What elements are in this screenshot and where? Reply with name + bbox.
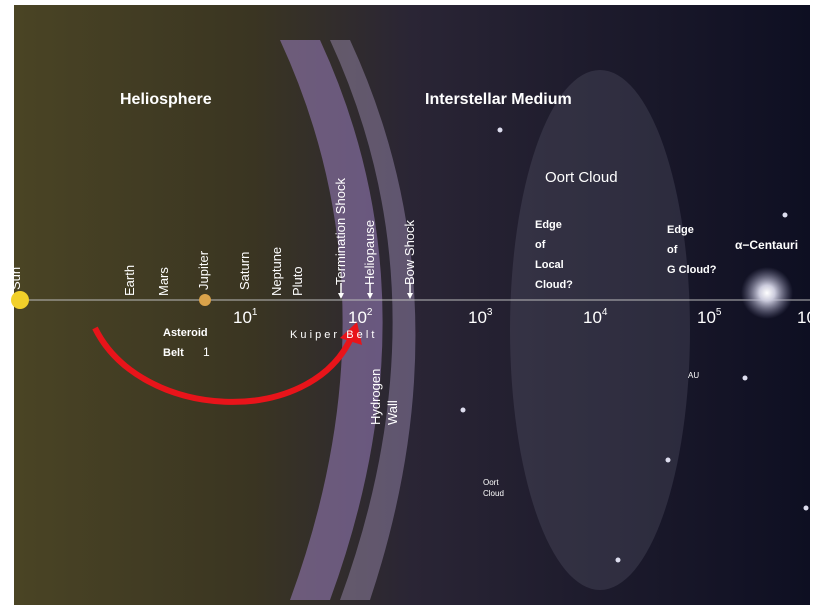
scale-tick-exp: 5: [716, 307, 722, 318]
scale-tick-exp: 1: [252, 307, 258, 318]
diagram: Heliosphere Interstellar Medium Oort Clo…: [0, 0, 817, 610]
heliosphere-label: Heliosphere: [120, 91, 212, 108]
scale-tick-exp: 3: [487, 307, 493, 318]
star-dot: [461, 408, 466, 413]
star-dot: [804, 506, 809, 511]
scale-tick-base: 10: [697, 308, 716, 327]
scale-tick-base: 10: [583, 308, 602, 327]
edge-local-label: Cloud?: [535, 279, 573, 291]
interstellar-label: Interstellar Medium: [425, 91, 572, 108]
edge-local-label: Edge: [535, 219, 562, 231]
body-label: Jupiter: [196, 250, 211, 290]
alpha-centauri-star: [741, 267, 793, 319]
scale-tick-exp: 4: [602, 307, 608, 318]
scale-tick: 10: [797, 308, 816, 327]
oort-cloud-label: Oort Cloud: [545, 169, 618, 186]
scale-one: 1: [203, 345, 210, 359]
scale-tick-base: 10: [348, 308, 367, 327]
jupiter-icon: [199, 294, 211, 306]
edge-g-label: Edge: [667, 224, 694, 236]
body-label: Pluto: [290, 266, 305, 296]
star-dot: [666, 458, 671, 463]
scale-tick-base: 10: [797, 308, 816, 327]
hydrogen-wall-label: Wall: [385, 400, 400, 425]
star-dot: [616, 558, 621, 563]
scale-tick-exp: 2: [367, 307, 373, 318]
body-label: Mars: [156, 267, 171, 296]
asteroid-belt-label: Asteroid: [163, 327, 208, 339]
body-label: Saturn: [237, 252, 252, 290]
body-label: Earth: [122, 265, 137, 296]
scale-tick-base: 10: [233, 308, 252, 327]
star-dot: [498, 128, 503, 133]
boundary-label: Heliopause: [362, 220, 377, 285]
scale-tick-base: 10: [468, 308, 487, 327]
unit-label: AU: [688, 371, 699, 380]
edge-local-label: of: [535, 239, 546, 251]
edge-g-label: of: [667, 244, 678, 256]
milky-way: [510, 70, 690, 590]
edge-g-label: G Cloud?: [667, 264, 717, 276]
star-dot: [783, 213, 788, 218]
hydrogen-wall-label: Hydrogen: [368, 369, 383, 425]
boundary-label: Termination Shock: [333, 178, 348, 285]
body-label: Sun: [8, 267, 23, 290]
kuiper-belt-label: K u i p e r B e l t: [290, 329, 374, 341]
edge-local-label: Local: [535, 259, 564, 271]
sun-icon: [11, 291, 29, 309]
asteroid-belt-label: Belt: [163, 347, 184, 359]
boundary-label: Bow Shock: [402, 219, 417, 285]
oort-cloud-small-label: Oort: [483, 478, 499, 487]
star-dot: [743, 376, 748, 381]
oort-cloud-small-label: Cloud: [483, 489, 504, 498]
star-label: α−Centauri: [735, 238, 798, 252]
body-label: Neptune: [269, 247, 284, 296]
